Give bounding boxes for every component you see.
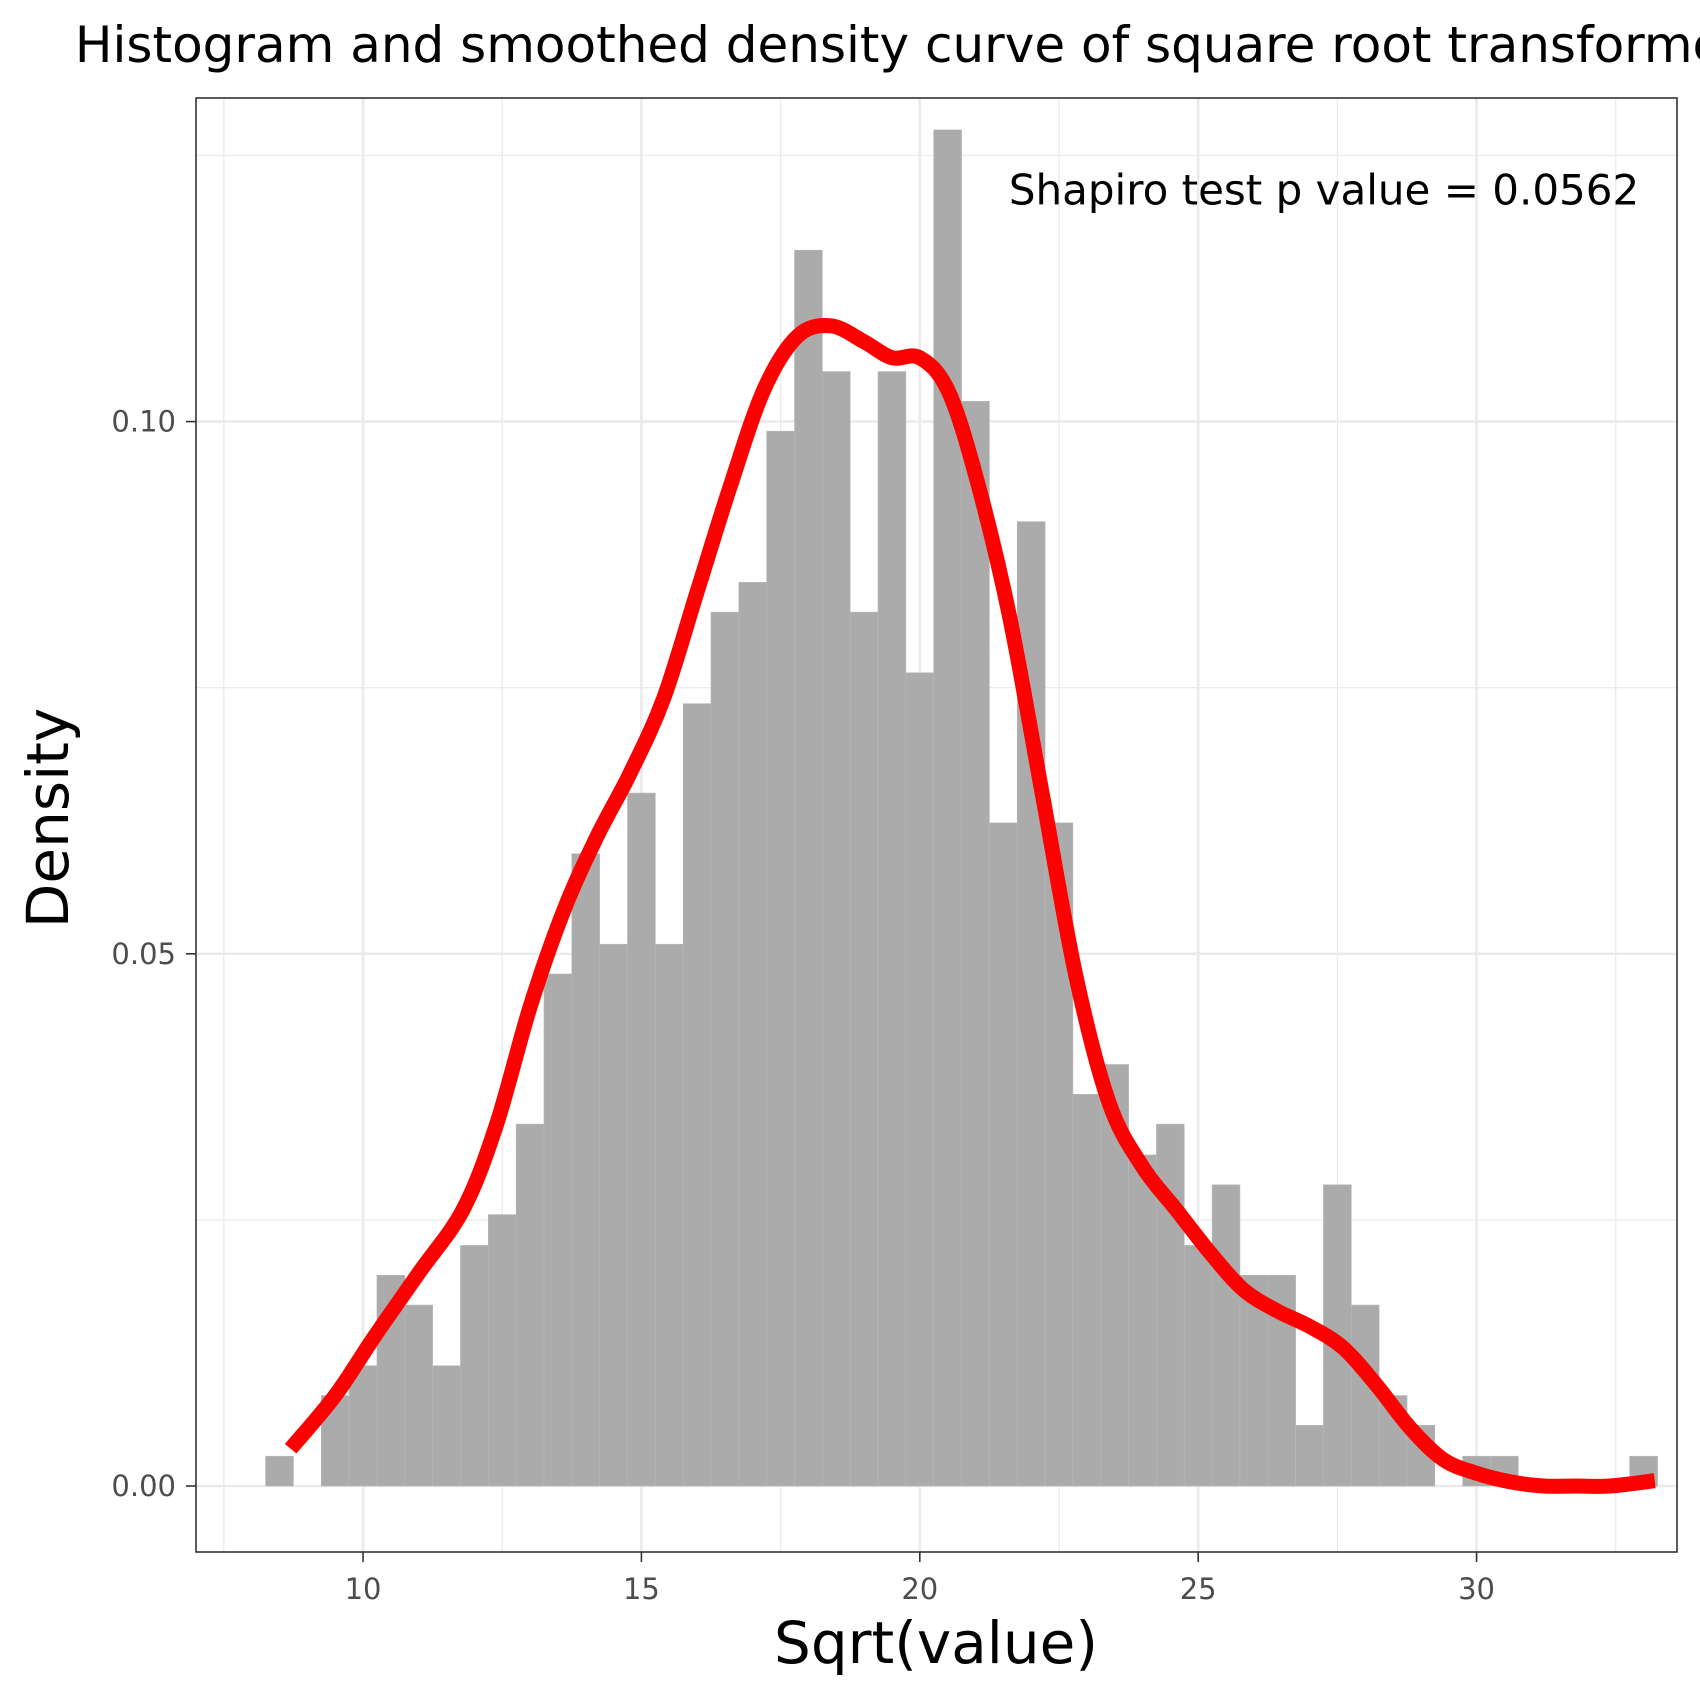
panel-border (195, 97, 1678, 1553)
histogram-bar (822, 371, 851, 1487)
histogram-bar (1295, 1425, 1324, 1487)
histogram-bar (961, 401, 990, 1487)
histogram-bar (265, 1455, 294, 1487)
histogram-bar (460, 1245, 489, 1487)
x-tick-label: 10 (345, 1572, 382, 1606)
histogram-bar (1183, 1245, 1213, 1487)
histogram-bar (348, 1365, 378, 1487)
histogram-bar (794, 249, 823, 1487)
axis-ticks: 10 15 20 25 30 0.00 0.05 0.10 (111, 405, 1495, 1606)
histogram-bar (710, 611, 740, 1487)
histogram-bar (766, 430, 795, 1487)
histogram-bar (989, 822, 1018, 1487)
histogram-bar (655, 943, 684, 1487)
histogram-bar (515, 1123, 545, 1487)
annotation-text: Shapiro test p value = 0.0562 (1009, 165, 1639, 214)
histogram-bar (1350, 1304, 1380, 1487)
histogram-bars (265, 129, 1658, 1487)
histogram-bar (933, 129, 962, 1487)
y-tick-label: 0.05 (111, 937, 176, 971)
histogram-bar (543, 973, 573, 1487)
histogram-bar (682, 703, 712, 1487)
density-curve (284, 318, 1656, 1494)
x-axis-label: Sqrt(value) (774, 1609, 1098, 1677)
x-tick-label: 30 (1458, 1572, 1495, 1606)
histogram-bar (1211, 1184, 1241, 1487)
x-tick-label: 25 (1180, 1572, 1217, 1606)
histogram-bar (627, 792, 656, 1487)
histogram-bar (571, 853, 600, 1487)
y-tick-label: 0.00 (111, 1469, 176, 1503)
histogram-bar (1072, 1093, 1102, 1487)
histogram-bar (432, 1365, 461, 1487)
y-tick-label: 0.10 (111, 405, 176, 439)
x-tick-label: 20 (901, 1572, 938, 1606)
histogram-bar (404, 1304, 433, 1487)
chart-title: Histogram and smoothed density curve of … (75, 16, 1700, 74)
histogram-bar (849, 611, 879, 1487)
histogram-bar (738, 582, 767, 1487)
histogram-bar (1156, 1123, 1185, 1487)
x-tick-label: 15 (623, 1572, 660, 1606)
density-curve-layer (284, 318, 1656, 1494)
y-axis-label: Density (14, 708, 82, 929)
histogram-bar (488, 1214, 517, 1487)
histogram-bar (599, 943, 628, 1487)
histogram-bar (877, 371, 907, 1487)
histogram-bar (905, 672, 935, 1487)
histogram-bar (1128, 1154, 1157, 1487)
